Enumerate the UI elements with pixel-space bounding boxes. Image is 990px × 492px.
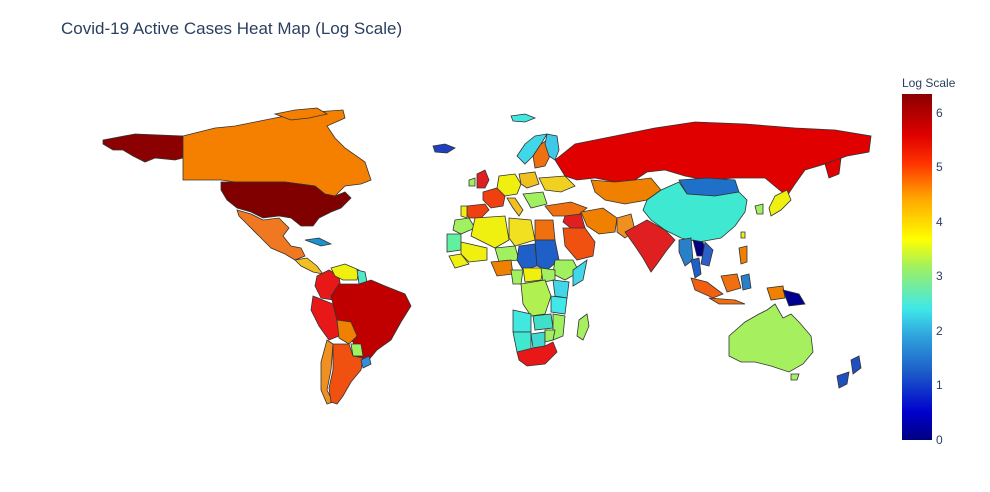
country-germany[interactable]: [496, 173, 522, 197]
country-thailand[interactable]: [690, 257, 702, 279]
country-cameroon[interactable]: [510, 269, 524, 285]
country-libya[interactable]: [508, 217, 536, 247]
colorbar-tick-4: 4: [936, 215, 943, 229]
country-argentina[interactable]: [328, 343, 364, 405]
country-kenya[interactable]: [552, 279, 570, 299]
country-zimbabwe[interactable]: [544, 329, 556, 343]
country-zambia[interactable]: [532, 313, 554, 331]
country-united-kingdom[interactable]: [476, 169, 490, 189]
country-bolivia[interactable]: [336, 319, 358, 345]
country-china[interactable]: [642, 181, 748, 243]
country-java[interactable]: [708, 297, 746, 305]
country-dr-congo[interactable]: [520, 279, 552, 317]
country-tasmania[interactable]: [790, 373, 800, 381]
country-taiwan[interactable]: [740, 231, 746, 239]
country-italy[interactable]: [506, 197, 524, 217]
country-nigeria[interactable]: [490, 259, 514, 277]
country-central-america[interactable]: [294, 257, 324, 275]
country-mali[interactable]: [460, 241, 488, 263]
country-angola[interactable]: [512, 309, 532, 333]
country-united-states[interactable]: [220, 181, 352, 227]
colorbar-tick-6: 6: [936, 106, 943, 120]
country-car[interactable]: [522, 267, 544, 283]
country-balkans[interactable]: [522, 191, 548, 209]
country-mozambique[interactable]: [552, 313, 566, 341]
country-philippines[interactable]: [738, 245, 748, 265]
country-vietnam[interactable]: [700, 241, 714, 267]
world-map[interactable]: [95, 100, 875, 420]
country-botswana[interactable]: [530, 331, 546, 349]
country-uruguay[interactable]: [360, 355, 372, 369]
country-papua[interactable]: [766, 285, 786, 301]
country-poland[interactable]: [518, 171, 540, 189]
country-portugal[interactable]: [460, 205, 468, 219]
country-russia-east[interactable]: [824, 157, 842, 179]
country-somalia[interactable]: [572, 259, 588, 287]
country-alaska[interactable]: [102, 133, 184, 163]
country-borneo[interactable]: [720, 273, 742, 293]
country-india[interactable]: [624, 219, 676, 273]
country-canada-arctic[interactable]: [273, 107, 329, 121]
country-indonesia[interactable]: [690, 277, 724, 299]
country-mexico[interactable]: [236, 209, 306, 261]
country-chad[interactable]: [516, 243, 538, 271]
country-myanmar[interactable]: [678, 237, 694, 267]
country-ireland[interactable]: [468, 177, 476, 187]
colorbar-tick-1: 1: [936, 378, 943, 392]
country-venezuela[interactable]: [330, 263, 360, 281]
country-norway[interactable]: [516, 133, 548, 165]
country-sulawesi[interactable]: [740, 273, 752, 291]
colorbar-tick-3: 3: [936, 269, 943, 283]
country-new-zealand[interactable]: [850, 355, 862, 375]
country-sudan[interactable]: [534, 239, 560, 271]
country-tanzania[interactable]: [550, 295, 568, 315]
colorbar-title: Log Scale: [902, 76, 956, 90]
colorbar-tick-0: 0: [936, 433, 943, 447]
country-australia[interactable]: [728, 303, 814, 373]
colorbar: [902, 94, 932, 440]
country-western-sahara[interactable]: [446, 233, 462, 253]
country-iran[interactable]: [580, 207, 618, 235]
country-paraguay[interactable]: [350, 343, 364, 357]
country-ukraine[interactable]: [538, 175, 576, 193]
country-madagascar[interactable]: [576, 313, 590, 341]
country-saudi-arabia[interactable]: [562, 227, 596, 261]
country-morocco[interactable]: [452, 217, 476, 235]
country-west-africa[interactable]: [448, 253, 470, 269]
country-niger[interactable]: [494, 245, 520, 263]
country-cuba[interactable]: [304, 237, 333, 247]
colorbar-tick-2: 2: [936, 324, 943, 338]
country-japan[interactable]: [768, 189, 792, 217]
country-korea[interactable]: [754, 203, 764, 215]
country-south-africa[interactable]: [516, 341, 558, 367]
colorbar-tick-5: 5: [936, 160, 943, 174]
country-iceland[interactable]: [510, 113, 537, 123]
country-egypt[interactable]: [534, 219, 556, 241]
country-greenland[interactable]: [432, 143, 456, 154]
chart-title: Covid-19 Active Cases Heat Map (Log Scal…: [61, 19, 403, 38]
country-brazil[interactable]: [330, 279, 412, 363]
country-spain[interactable]: [464, 203, 490, 219]
country-new-zealand-south[interactable]: [836, 371, 850, 389]
country-algeria[interactable]: [470, 215, 510, 249]
country-papua-new-guinea[interactable]: [782, 289, 806, 307]
